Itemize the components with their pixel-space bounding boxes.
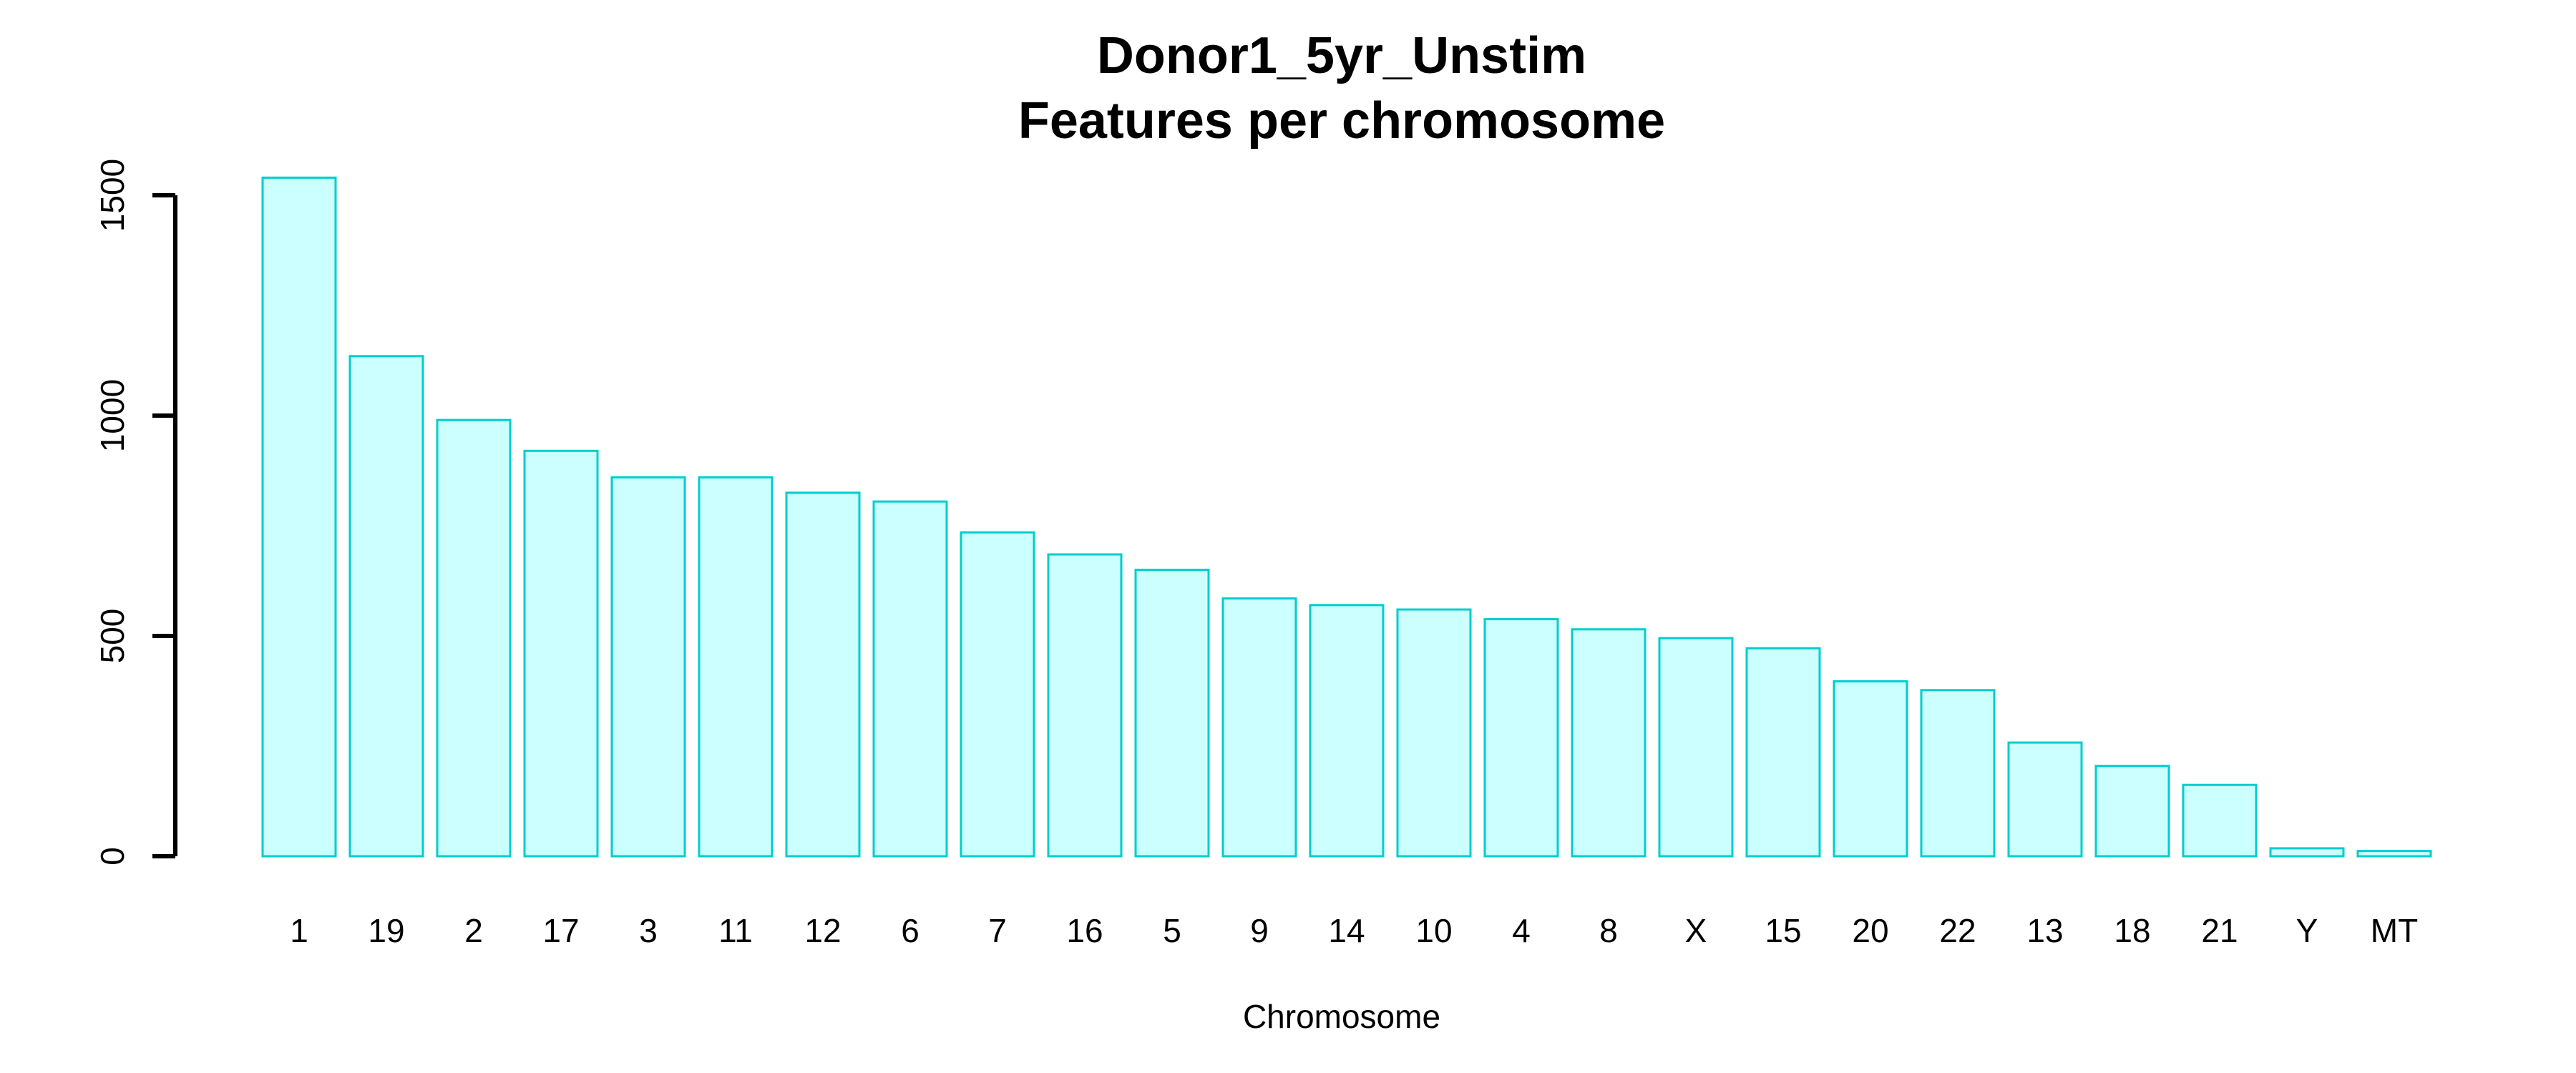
x-tick-label-19: 19: [368, 912, 404, 949]
y-tick-label-1500: 1500: [94, 159, 131, 232]
x-tick-label-21: 21: [2201, 912, 2238, 949]
bar-19: [348, 355, 424, 858]
x-tick-label-Y: Y: [2296, 912, 2318, 949]
x-tick-label-3: 3: [639, 912, 658, 949]
x-tick-label-15: 15: [1765, 912, 1801, 949]
bar-3: [610, 476, 686, 858]
x-tick-label-12: 12: [804, 912, 841, 949]
bar-21: [2182, 783, 2258, 858]
bar-8: [1571, 628, 1646, 858]
bar-22: [1920, 689, 1996, 858]
x-tick-label-17: 17: [542, 912, 579, 949]
x-tick-label-18: 18: [2114, 912, 2150, 949]
bar-13: [2007, 741, 2083, 858]
bars-group: [261, 176, 2432, 858]
x-tick-label-13: 13: [2026, 912, 2063, 949]
y-tick-label-500: 500: [94, 609, 131, 664]
x-tick-label-5: 5: [1163, 912, 1181, 949]
x-tick-label-16: 16: [1066, 912, 1103, 949]
y-tick-label-0: 0: [94, 847, 131, 866]
x-tick-label-1: 1: [290, 912, 308, 949]
bar-11: [698, 476, 774, 858]
bar-12: [785, 491, 861, 858]
x-tick-label-11: 11: [718, 912, 753, 949]
bar-1: [261, 176, 337, 858]
bar-4: [1483, 618, 1559, 858]
x-tick-label-8: 8: [1599, 912, 1618, 949]
bar-18: [2094, 765, 2170, 858]
x-axis-title: Chromosome: [1243, 998, 1440, 1035]
bar-14: [1309, 604, 1385, 858]
x-tick-label-20: 20: [1852, 912, 1888, 949]
bar-MT: [2356, 850, 2432, 858]
bar-5: [1134, 569, 1210, 858]
bar-7: [960, 531, 1035, 858]
x-tick-label-6: 6: [901, 912, 919, 949]
x-tick-label-22: 22: [1939, 912, 1976, 949]
bar-10: [1396, 608, 1472, 858]
x-tick-label-7: 7: [988, 912, 1007, 949]
y-axis: 0 500 1000 1500: [94, 159, 177, 866]
bar-X: [1658, 637, 1734, 858]
x-tick-label-MT: MT: [2371, 912, 2418, 949]
bar-20: [1833, 680, 1908, 858]
chart-title: Donor1_5yr_Unstim: [1097, 27, 1586, 84]
x-tick-label-2: 2: [464, 912, 483, 949]
x-tick-label-10: 10: [1415, 912, 1452, 949]
bar-Y: [2269, 847, 2345, 858]
x-tick-label-4: 4: [1512, 912, 1531, 949]
x-tick-label-9: 9: [1250, 912, 1269, 949]
bar-15: [1745, 647, 1821, 858]
bar-17: [523, 449, 599, 858]
bar-9: [1221, 597, 1297, 858]
x-tick-label-14: 14: [1328, 912, 1365, 949]
chart-subtitle: Features per chromosome: [1018, 92, 1665, 150]
bar-16: [1047, 553, 1123, 858]
y-tick-label-1000: 1000: [94, 379, 131, 452]
bar-2: [436, 418, 512, 858]
x-axis-labels: 1 19 2 17 3 11 12 6 7 16 5 9 14 10 4 8 X 15 20 22 13 18 21 Y MT: [290, 912, 2418, 949]
bar-6: [872, 500, 948, 858]
x-tick-label-X: X: [1685, 912, 1707, 949]
